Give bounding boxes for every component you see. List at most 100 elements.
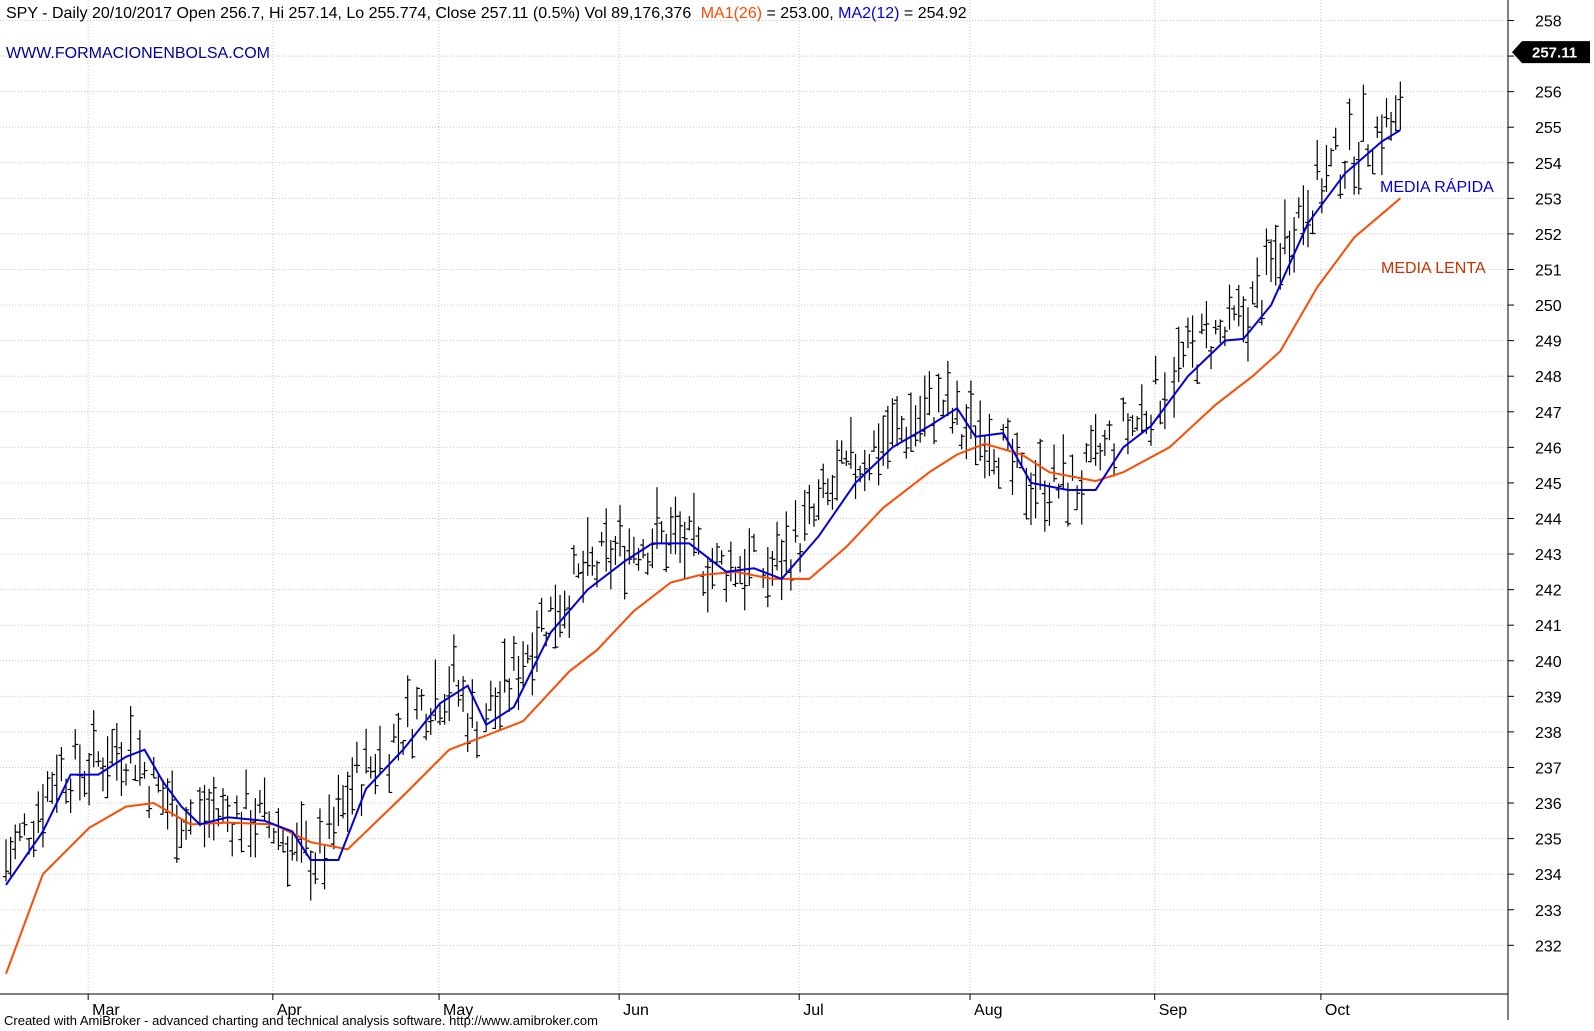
x-axis: Mar Apr May Jun Jul Aug Sep Oct [87, 994, 1350, 1019]
y-tick-label: 240 [1535, 654, 1562, 671]
ohlc-bar [487, 680, 494, 711]
y-tick-label: 253 [1535, 191, 1562, 208]
ohlc-bar [16, 823, 23, 842]
ohlc-bar [1037, 438, 1044, 490]
ma2-label: MA2(12) [838, 5, 899, 22]
y-tick-label: 239 [1535, 689, 1562, 706]
ohlc-bar [123, 763, 130, 786]
y-tick-label: 238 [1535, 725, 1562, 742]
ohlc-bar [575, 563, 582, 579]
ohlc-bar [321, 845, 328, 890]
x-tick-label: Mar [92, 1002, 120, 1019]
y-tick-label: 237 [1535, 760, 1562, 777]
ohlc-bar [875, 423, 882, 486]
ohlc-bar [1134, 416, 1141, 431]
ohlc-bar [663, 533, 670, 573]
ohlc-bar [1161, 372, 1168, 430]
slow-ma-line [5, 197, 1401, 975]
y-tick-label: 255 [1535, 120, 1562, 137]
ohlc-bar [958, 434, 965, 450]
ohlc-bar [312, 852, 319, 885]
ohlc-bar [229, 823, 236, 857]
ohlc-bar [427, 708, 434, 736]
ohlc-bar [570, 545, 577, 575]
y-tick-label: 246 [1535, 440, 1562, 457]
ohlc-bar [718, 550, 725, 565]
ohlc-bar [67, 778, 74, 814]
ohlc-bar [1152, 355, 1159, 385]
grid [0, 0, 1508, 994]
ohlc-bar [395, 712, 402, 761]
ohlc-bar [436, 703, 443, 726]
ohlc-bar [289, 832, 296, 861]
ohlc-bar [677, 511, 684, 564]
y-tick-label: 248 [1535, 369, 1562, 386]
ohlc-bar [233, 795, 240, 818]
ohlc-bar [1360, 84, 1367, 142]
ohlc-bar [155, 774, 162, 793]
ohlc-bar [404, 675, 411, 728]
footer-credit: Created with AmiBroker - advanced charti… [4, 1013, 598, 1028]
ohlc-bar [1240, 296, 1247, 343]
ohlc-bar [132, 764, 139, 782]
ohlc-bar [894, 395, 901, 447]
ohlc-bar [39, 784, 46, 848]
ohlc-bar [783, 511, 790, 572]
last-price-value: 257.11 [1532, 45, 1577, 62]
ohlc-bar [954, 380, 961, 426]
ohlc-bar [520, 641, 527, 687]
y-tick-label: 245 [1535, 476, 1562, 493]
ohlc-bar [187, 799, 194, 835]
ohlc-bar [644, 552, 651, 575]
ohlc-bar [363, 728, 370, 774]
ohlc-bar [686, 515, 693, 531]
ohlc-bar [1378, 114, 1385, 176]
ohlc-bar [1120, 397, 1127, 422]
slow-ma-label: MEDIA LENTA [1381, 260, 1486, 277]
ohlc-bar [838, 440, 845, 464]
ohlc-bar [617, 505, 624, 557]
ohlc-bar [423, 713, 430, 741]
ohlc-bar [589, 546, 596, 576]
ohlc-bar [400, 740, 407, 755]
y-axis: 232 233 234 235 236 237 238 239 240 241 242 243 244 2… [1508, 14, 1562, 955]
ohlc-bar [275, 808, 282, 850]
ohlc-bar [441, 693, 448, 725]
ohlc-bar [1235, 284, 1242, 327]
ohlc-bar [206, 788, 213, 838]
ohlc-bar [413, 686, 420, 720]
ohlc-bar [834, 440, 841, 501]
ohlc-bar [810, 503, 817, 527]
ohlc-bar [136, 730, 143, 786]
ohlc-bar [284, 836, 291, 887]
ohlc-bar [460, 676, 467, 712]
ohlc-bar [326, 794, 333, 840]
ma1-value: = 253.00, [762, 5, 838, 22]
ohlc-bar [510, 636, 517, 671]
ohlc-bar [1258, 300, 1265, 326]
ohlc-bar [1328, 148, 1335, 167]
ohlc-bar [1014, 432, 1021, 469]
ohlc-bar [1332, 127, 1339, 150]
ohlc-bar [815, 479, 822, 521]
ohlc-bar [86, 753, 93, 806]
ohlc-bar [801, 489, 808, 541]
ohlc-bar [7, 836, 14, 877]
ohlc-bar [1346, 98, 1353, 150]
ohlc-bar [1106, 420, 1113, 441]
ohlc-bar [21, 813, 28, 836]
watermark-text: WWW.FORMACIONENBOLSA.COM [6, 45, 270, 62]
ohlc-bar [1180, 341, 1187, 368]
ohlc-bar [252, 798, 259, 858]
ohlc-bar [1295, 197, 1302, 219]
ohlc-bar [58, 747, 65, 782]
ohlc-bar [1281, 199, 1288, 255]
ohlc-bar [1272, 224, 1279, 286]
ohlc-bar [598, 531, 605, 547]
ohlc-bar [1083, 443, 1090, 463]
ohlc-bar [750, 533, 757, 553]
ohlc-bar [1397, 81, 1404, 130]
ohlc-bar [1175, 326, 1182, 383]
ma1-label: MA1(26) [701, 5, 762, 22]
